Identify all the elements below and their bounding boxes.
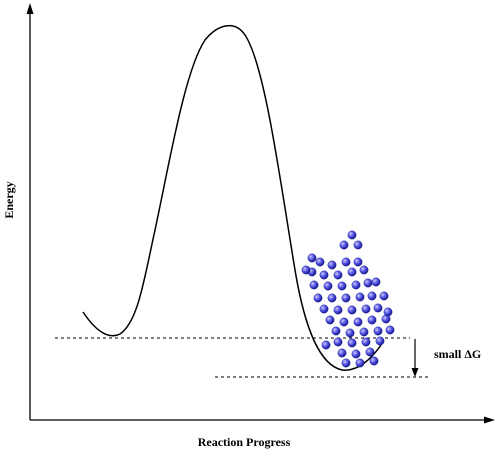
x-axis-arrowhead	[484, 416, 495, 424]
molecule-sphere	[337, 281, 347, 291]
y-axis-label: Energy	[2, 181, 16, 218]
molecule-sphere	[319, 304, 329, 314]
molecule-sphere	[325, 315, 335, 325]
delta-g-label: small ΔG	[434, 347, 481, 361]
molecule-sphere	[353, 240, 363, 250]
molecule-sphere	[375, 336, 385, 346]
molecule-sphere	[333, 337, 343, 347]
molecule-sphere	[379, 291, 389, 301]
molecule-sphere	[351, 349, 361, 359]
molecule-sphere	[307, 253, 317, 263]
molecule-sphere	[373, 326, 383, 336]
molecule-sphere	[333, 270, 343, 280]
molecule-sphere	[361, 337, 371, 347]
molecule-sphere	[345, 328, 355, 338]
molecule-sphere	[361, 304, 371, 314]
molecule-sphere	[353, 317, 363, 327]
molecule-sphere	[333, 305, 343, 315]
molecule-sphere	[367, 291, 377, 301]
molecule-sphere	[353, 257, 363, 267]
molecule-sphere	[327, 260, 337, 270]
molecule-sphere	[369, 356, 379, 366]
molecule-sphere	[347, 305, 357, 315]
molecule-sphere	[347, 267, 357, 277]
molecule-sphere	[313, 293, 323, 303]
molecule-sphere	[339, 317, 349, 327]
molecule-sphere	[341, 293, 351, 303]
molecule-sphere	[365, 347, 375, 357]
molecule-sphere	[359, 265, 369, 275]
molecule-sphere	[301, 265, 311, 275]
molecule-cluster	[301, 230, 395, 368]
molecule-sphere	[383, 307, 393, 317]
axes	[26, 3, 495, 424]
molecule-sphere	[341, 358, 351, 368]
molecule-sphere	[351, 280, 361, 290]
molecule-sphere	[315, 257, 325, 267]
delta-g-arrow	[411, 339, 419, 377]
energy-curve	[82, 25, 382, 371]
molecule-sphere	[341, 257, 351, 267]
x-axis-label: Reaction Progress	[198, 435, 291, 449]
molecule-sphere	[373, 303, 383, 313]
molecule-sphere	[355, 292, 365, 302]
molecule-sphere	[355, 358, 365, 368]
molecule-sphere	[321, 340, 331, 350]
molecule-sphere	[327, 293, 337, 303]
molecule-sphere	[331, 326, 341, 336]
molecule-sphere	[385, 325, 395, 335]
molecule-sphere	[339, 240, 349, 250]
molecule-sphere	[323, 281, 333, 291]
y-axis-arrowhead	[26, 3, 34, 14]
molecule-sphere	[367, 315, 377, 325]
molecule-sphere	[359, 327, 369, 337]
molecule-sphere	[371, 277, 381, 287]
molecule-sphere	[319, 270, 329, 280]
molecule-sphere	[363, 278, 373, 288]
molecule-sphere	[309, 280, 319, 290]
molecule-sphere	[337, 348, 347, 358]
molecule-sphere	[347, 338, 357, 348]
molecule-sphere	[347, 230, 357, 240]
